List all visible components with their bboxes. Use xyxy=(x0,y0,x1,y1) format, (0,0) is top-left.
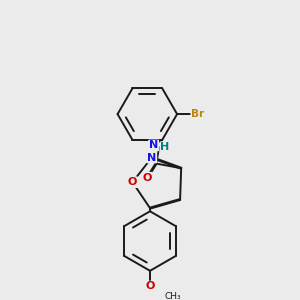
Text: O: O xyxy=(145,281,155,292)
Text: H: H xyxy=(160,142,170,152)
Text: Br: Br xyxy=(191,109,204,119)
Text: O: O xyxy=(128,177,137,187)
Text: N: N xyxy=(147,152,156,163)
Text: N: N xyxy=(149,140,158,150)
Text: CH₃: CH₃ xyxy=(164,292,181,300)
Text: O: O xyxy=(143,172,152,183)
